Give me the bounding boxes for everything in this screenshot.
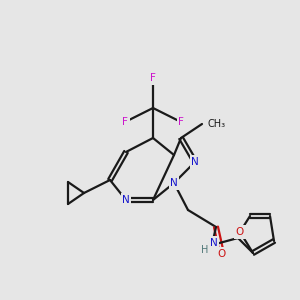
Text: CH₃: CH₃	[207, 119, 225, 129]
Text: F: F	[122, 117, 128, 127]
Text: N: N	[210, 238, 218, 248]
Text: N: N	[191, 157, 199, 167]
Text: N: N	[122, 195, 130, 205]
Text: O: O	[236, 227, 244, 237]
Text: F: F	[178, 117, 184, 127]
Text: N: N	[170, 178, 178, 188]
Text: H: H	[201, 245, 209, 255]
Text: O: O	[218, 249, 226, 259]
Text: F: F	[150, 73, 156, 83]
